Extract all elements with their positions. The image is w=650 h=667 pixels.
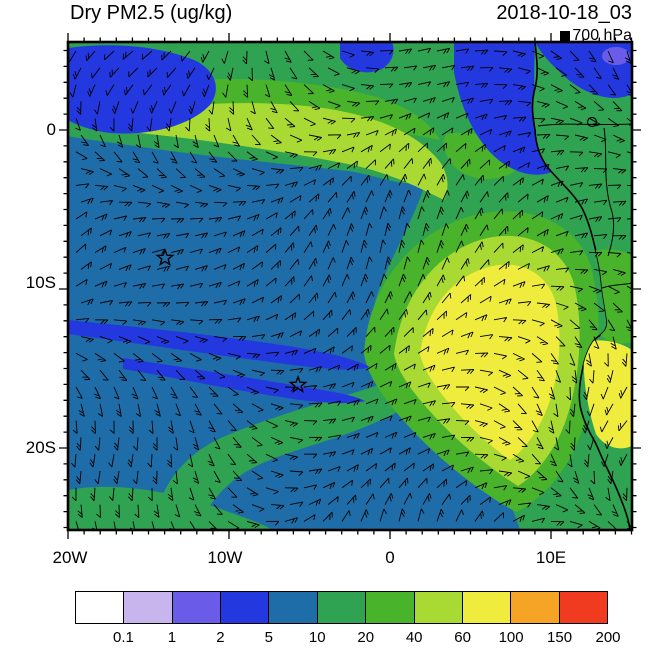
colorbar-tick-label: 40 [405,629,423,646]
land-region-violet [602,47,630,65]
x-tick-label-10e: 10E [535,548,567,567]
contour-region-blue-filament-2 [123,358,365,404]
pressure-level-label: 700 hPa [572,27,632,44]
colorbar-cell [510,592,559,623]
colorbar-cell [220,592,269,623]
y-tick-label-20s: 20S [25,438,56,457]
contour-region-blue-topmid [340,42,394,73]
colorbar-cell [76,592,124,623]
colorbar-tick-label: 60 [454,629,471,646]
plot-datetime: 2018-10-18_03 [496,2,632,24]
plot-frame [66,40,634,532]
contour-region-green-corner [68,486,273,530]
colorbar-area: 0.1 1 2 5 10 20 40 60 100 150 200 [75,591,621,661]
colorbar-tick-label: 0.1 [113,629,134,646]
map-plot-area [59,33,641,539]
colorbar-tick-label: 100 [498,629,524,646]
axis-ticks [59,33,641,539]
contour-region-blue-filament-1 [68,320,370,370]
square-marker-icon [560,30,571,42]
contour-region-green-swirl [153,360,433,530]
wind-barbs-path [68,47,632,530]
colorbar-tick-label: 2 [216,629,225,646]
colorbar-cell [558,592,607,623]
colorbar-tick-label: 5 [264,629,273,646]
colorbar-cell [316,592,366,623]
contour-region-yellowgreen-band [86,103,448,200]
land-region-yellow [583,340,632,449]
x-tick-label-0: 0 [385,548,395,567]
colorbar-tick-label: 20 [357,629,375,646]
x-tick-label-10w: 10W [207,548,243,567]
y-tick-label-0: 0 [46,120,56,139]
colorbar-tick-label: 1 [167,629,177,646]
x-tick-label-20w: 20W [52,548,88,567]
pressure-level: 700 hPa [560,27,632,45]
map-svg [59,33,641,539]
colorbar-cell [413,592,462,623]
colorbar-cell [268,592,317,623]
colorbar-cell [171,592,221,623]
plot-title: Dry PM2.5 (ug/kg) [70,2,233,24]
colorbar [75,591,608,624]
colorbar-cell [365,592,414,623]
colorbar-tick-label: 10 [308,629,326,646]
colorbar-cell [461,592,511,623]
contour-region-blue-northwest [68,45,216,134]
contour-region-blue-coastal [454,42,552,175]
y-tick-label-10s: 10S [25,273,56,292]
colorbar-tick-label: 150 [547,629,573,646]
colorbar-tick-label: 200 [595,629,621,646]
colorbar-cell [123,592,172,623]
